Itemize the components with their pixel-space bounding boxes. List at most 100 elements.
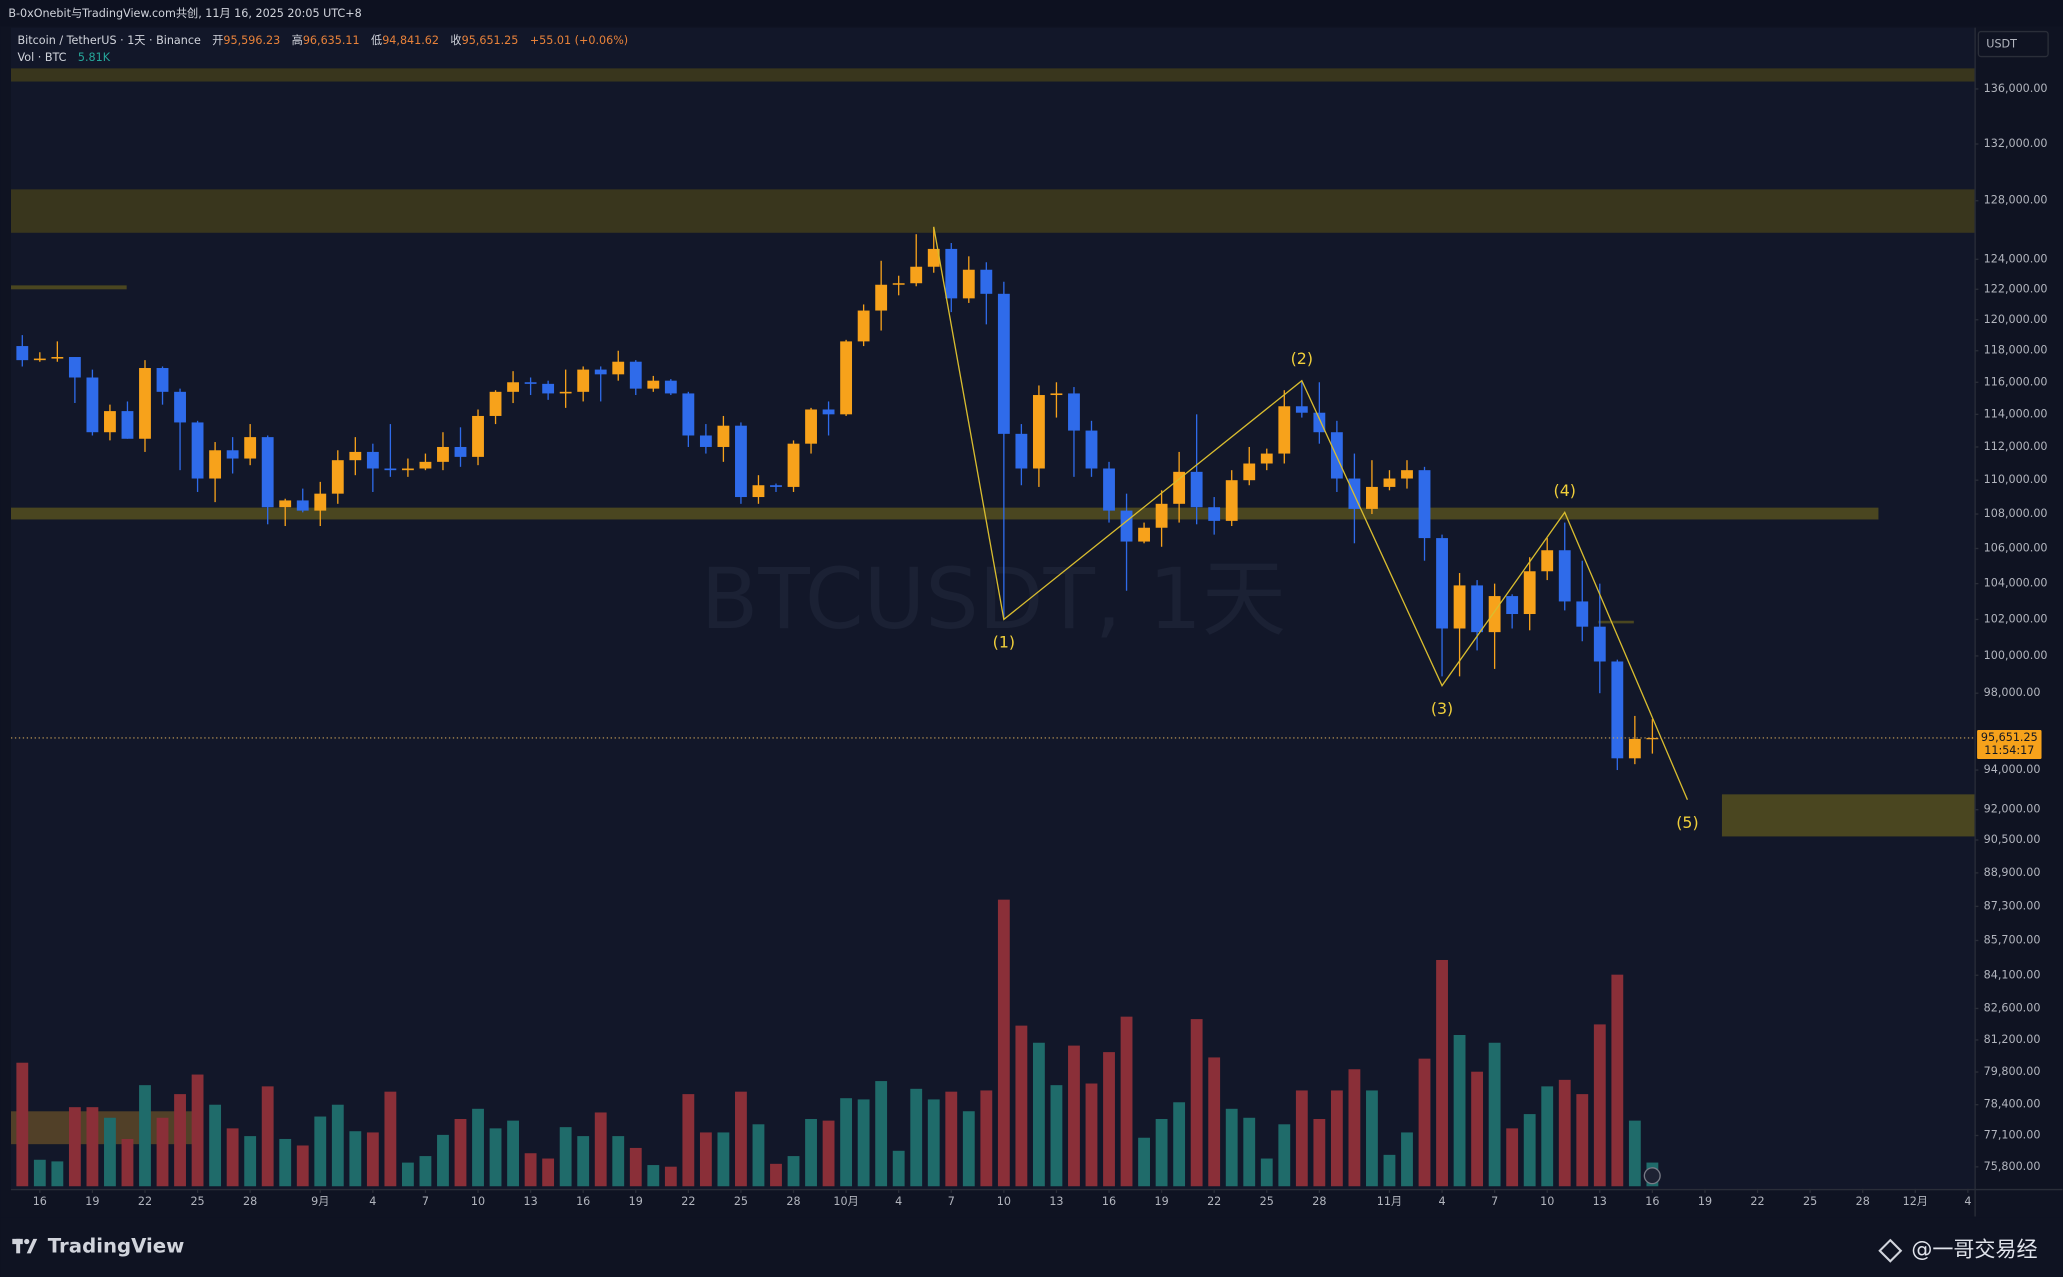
low-value: 94,841.62: [382, 34, 439, 47]
volume-bar: [1295, 1090, 1308, 1187]
footer: [0, 1217, 2063, 1277]
candle-body: [1523, 571, 1536, 615]
wave-label: (4): [1554, 481, 1576, 500]
volume-bar: [945, 1091, 958, 1187]
volume-bar: [647, 1165, 660, 1187]
y-tick-label: 102,000.00: [1984, 612, 2048, 625]
volume-bar: [1506, 1128, 1519, 1187]
volume-bar: [682, 1094, 695, 1187]
candle-body: [629, 361, 642, 389]
candle-body: [1453, 585, 1466, 629]
x-tick-label: 19: [1698, 1195, 1712, 1208]
candle-body: [314, 493, 327, 511]
volume-bar: [717, 1132, 730, 1187]
candle-body: [1050, 393, 1063, 396]
y-tick-label: 100,000.00: [1984, 649, 2048, 662]
wave-label: (5): [1676, 813, 1698, 832]
volume-bar: [1015, 1025, 1028, 1187]
candle-body: [1593, 626, 1606, 662]
volume-bar: [1523, 1114, 1536, 1187]
volume-bar: [296, 1145, 309, 1187]
volume-bar: [1208, 1057, 1221, 1187]
volume-bar: [1628, 1120, 1641, 1187]
candle-body: [156, 368, 169, 392]
volume-bar: [857, 1099, 870, 1187]
candle-body: [945, 248, 958, 299]
candle-body: [805, 409, 817, 444]
volume-bar: [927, 1099, 940, 1187]
candle-body: [139, 368, 151, 439]
candle-body: [454, 446, 467, 457]
volume-bar: [507, 1120, 519, 1187]
y-tick-label: 79,800.00: [1984, 1065, 2041, 1078]
candle-body: [279, 500, 292, 508]
unit-box[interactable]: [1977, 30, 2049, 58]
volume-bar: [910, 1088, 923, 1187]
candle-body: [910, 266, 923, 284]
candle-body: [1068, 393, 1080, 431]
y-tick-label: 98,000.00: [1984, 686, 2041, 699]
volume-bar: [1576, 1094, 1589, 1187]
y-unit: USDT: [1986, 38, 2017, 51]
price-axis: 136,000.00 132,000.00 128,000.00 124,000.00…: [1974, 82, 2048, 1173]
volume-bar: [1383, 1154, 1396, 1187]
candle-body: [1208, 507, 1221, 521]
volume-bar: [787, 1156, 800, 1187]
y-tick-label: 136,000.00: [1984, 82, 2048, 95]
x-tick-label: 7: [422, 1195, 429, 1208]
candle-body: [1103, 468, 1115, 511]
volume-bar: [805, 1118, 817, 1187]
volume-bar: [1068, 1045, 1080, 1187]
volume-bar: [1401, 1132, 1413, 1187]
volume-bar: [594, 1112, 607, 1187]
volume-bar: [1173, 1102, 1186, 1187]
candle-body: [770, 485, 782, 487]
volume-bar: [559, 1127, 572, 1187]
candle-body: [1418, 470, 1431, 539]
volume-bar: [1103, 1052, 1115, 1187]
x-tick-label: 4: [895, 1195, 902, 1208]
candle-body: [226, 450, 239, 459]
candle-body: [121, 411, 134, 439]
x-tick-label: 12月: [1903, 1195, 1928, 1208]
y-tick-label: 90,500.00: [1984, 833, 2041, 846]
volume-bar: [840, 1098, 853, 1187]
x-tick-label: 7: [948, 1195, 955, 1208]
x-tick-label: 13: [524, 1195, 538, 1208]
candle-body: [594, 369, 607, 375]
candle-body: [1436, 538, 1448, 629]
volume-bar: [1436, 959, 1448, 1187]
candle-body: [1558, 550, 1571, 602]
x-tick-label: 25: [190, 1195, 204, 1208]
candle-body: [507, 382, 519, 392]
volume-bar: [437, 1134, 449, 1187]
alert-icon[interactable]: [1643, 1167, 1661, 1185]
y-tick-label: 104,000.00: [1984, 577, 2048, 590]
candle-body: [857, 310, 870, 342]
volume-bar: [1488, 1042, 1501, 1187]
volume-value: 5.81K: [78, 51, 111, 64]
high-value: 96,635.11: [303, 34, 360, 47]
x-tick-label: 16: [576, 1195, 590, 1208]
volume-bar: [629, 1147, 642, 1187]
candle-body: [1401, 470, 1413, 479]
candle-body: [1120, 510, 1133, 542]
y-tick-label: 81,200.00: [1984, 1033, 2041, 1046]
candle-body: [927, 248, 940, 267]
volume-bar: [331, 1104, 344, 1187]
volume-layer: [16, 899, 1659, 1187]
candle-body: [33, 358, 46, 361]
x-tick-label: 19: [85, 1195, 99, 1208]
change: +55.01 (+0.06%): [530, 34, 628, 47]
y-tick-label: 92,000.00: [1984, 803, 2041, 816]
volume-bar: [1593, 1024, 1606, 1187]
volume-bar: [191, 1074, 204, 1187]
legend-line: Bitcoin / TetherUS · 1天 · Binance 开95,59…: [18, 33, 629, 47]
x-tick-label: 22: [1207, 1195, 1221, 1208]
zone: [10, 189, 1975, 233]
volume-bar: [1260, 1158, 1273, 1187]
wave-layer: (1) (2) (3) (4) (5): [10, 226, 1975, 832]
volume-bar: [577, 1136, 590, 1187]
time-axis: 16 19 22 25 28 9月 4 7 10 13 16 19 22 25 28 10月 4 7 10 13 16 1…: [33, 1188, 1971, 1208]
volume-bar: [1366, 1090, 1378, 1187]
